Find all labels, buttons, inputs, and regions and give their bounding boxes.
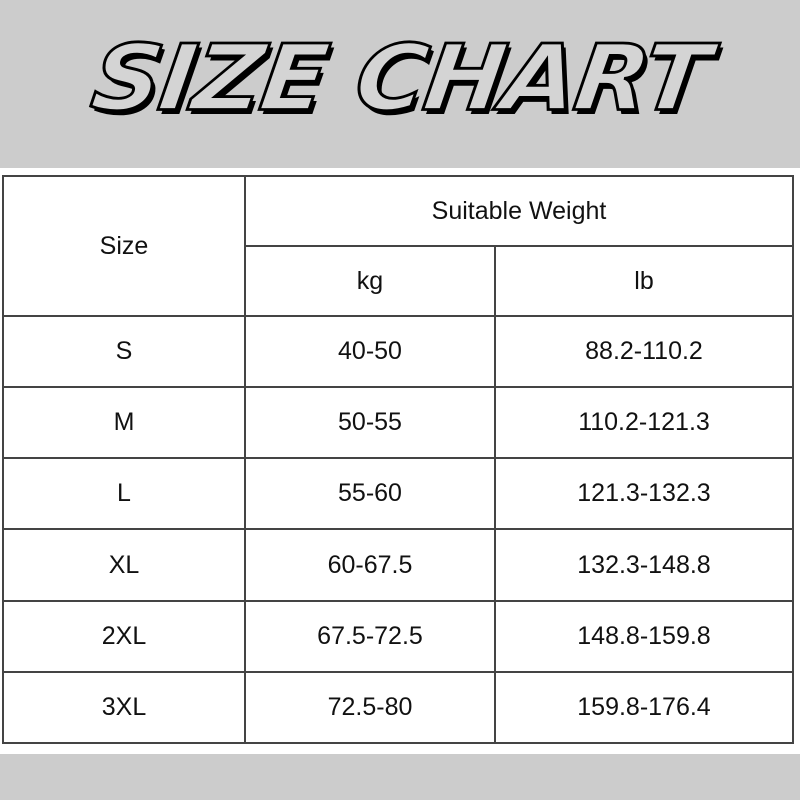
table-row: L 55-60 121.3-132.3 bbox=[2, 457, 794, 531]
kg-cell: 50-55 bbox=[244, 386, 496, 460]
table-row: 2XL 67.5-72.5 148.8-159.8 bbox=[2, 599, 794, 673]
kg-cell: 67.5-72.5 bbox=[244, 599, 496, 673]
size-cell: XL bbox=[2, 528, 246, 602]
lb-header: lb bbox=[494, 245, 794, 317]
size-cell: 3XL bbox=[2, 670, 246, 745]
size-cell: 2XL bbox=[2, 599, 246, 673]
table-row: 3XL 72.5-80 159.8-176.4 bbox=[2, 670, 794, 745]
kg-header: kg bbox=[244, 245, 496, 317]
lb-cell: 159.8-176.4 bbox=[494, 670, 794, 745]
lb-cell: 148.8-159.8 bbox=[494, 599, 794, 673]
kg-cell: 55-60 bbox=[244, 457, 496, 531]
kg-cell: 72.5-80 bbox=[244, 670, 496, 745]
table-row: XL 60-67.5 132.3-148.8 bbox=[2, 528, 794, 602]
lb-cell: 132.3-148.8 bbox=[494, 528, 794, 602]
weight-header: Suitable Weight bbox=[244, 175, 794, 247]
kg-cell: 40-50 bbox=[244, 314, 496, 389]
size-header: Size bbox=[2, 175, 246, 317]
size-cell: M bbox=[2, 386, 246, 460]
table-row: M 50-55 110.2-121.3 bbox=[2, 386, 794, 460]
lb-cell: 121.3-132.3 bbox=[494, 457, 794, 531]
bottom-band bbox=[0, 754, 800, 800]
size-table: Size Suitable Weight kg lb S 40-50 88.2-11… bbox=[2, 175, 794, 745]
size-cell: S bbox=[2, 314, 246, 389]
title-banner: SIZE CHART bbox=[0, 0, 800, 168]
kg-cell: 60-67.5 bbox=[244, 528, 496, 602]
page-title: SIZE CHART bbox=[84, 23, 716, 132]
lb-cell: 88.2-110.2 bbox=[494, 314, 794, 389]
size-cell: L bbox=[2, 457, 246, 531]
table-row: S 40-50 88.2-110.2 bbox=[2, 314, 794, 389]
lb-cell: 110.2-121.3 bbox=[494, 386, 794, 460]
